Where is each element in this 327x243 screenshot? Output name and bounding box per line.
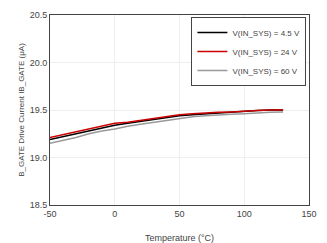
svg-text:Temperature (°C): Temperature (°C) (145, 233, 214, 243)
svg-text:19.0: 19.0 (30, 153, 48, 163)
svg-text:-50: -50 (43, 209, 56, 219)
svg-text:100: 100 (237, 209, 252, 219)
svg-text:18.5: 18.5 (30, 200, 48, 210)
svg-text:20.0: 20.0 (30, 58, 48, 68)
svg-text:V(IN_SYS) = 60 V: V(IN_SYS) = 60 V (232, 67, 297, 76)
svg-text:50: 50 (174, 209, 184, 219)
svg-text:B_GATE Drive Current IB_GATE (: B_GATE Drive Current IB_GATE (μA) (17, 43, 26, 177)
svg-text:V(IN_SYS) = 24 V: V(IN_SYS) = 24 V (232, 48, 297, 57)
svg-text:0: 0 (112, 209, 117, 219)
svg-text:V(IN_SYS) = 4.5 V: V(IN_SYS) = 4.5 V (232, 29, 300, 38)
svg-text:150: 150 (301, 209, 316, 219)
svg-text:19.5: 19.5 (30, 105, 48, 115)
svg-text:20.5: 20.5 (30, 10, 48, 20)
